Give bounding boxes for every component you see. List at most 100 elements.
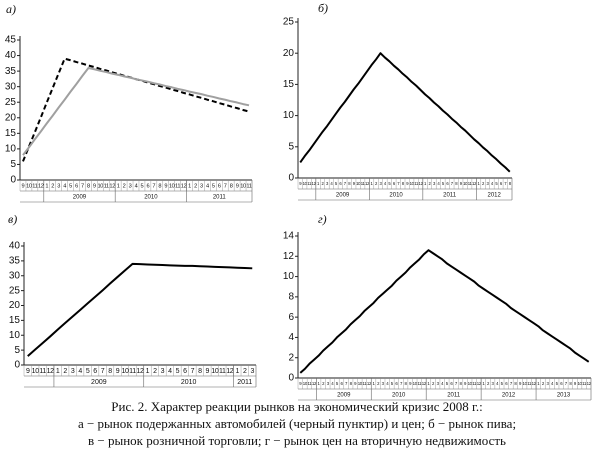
- x-tick-label: 11: [175, 184, 180, 190]
- x-tick-label: 8: [405, 381, 408, 386]
- x-tick-label: 9: [353, 181, 356, 186]
- x-tick-label: 3: [327, 381, 330, 386]
- year-label: 2009: [91, 379, 107, 386]
- x-tick-label: 1: [482, 381, 485, 386]
- x-tick-label: 1: [117, 184, 120, 190]
- x-tick-label: 3: [129, 184, 132, 190]
- x-tick-label: 8: [198, 368, 202, 375]
- x-tick-label: 1: [478, 181, 481, 186]
- x-tick-label: 9: [460, 181, 463, 186]
- x-tick-label: 4: [384, 181, 387, 186]
- x-tick-label: 5: [556, 381, 559, 386]
- x-tick-label: 8: [455, 181, 458, 186]
- y-tick-label: 35: [9, 256, 21, 267]
- y-tick-label: 30: [9, 270, 21, 281]
- y-tick-label: 35: [5, 66, 17, 77]
- y-tick-label: 40: [5, 50, 17, 61]
- x-tick-label: 4: [496, 381, 499, 386]
- x-tick-label: 4: [437, 181, 440, 186]
- caption-line: а − рынок подержанных автомобилей (черны…: [78, 416, 516, 431]
- x-tick-label: 6: [146, 184, 149, 190]
- year-label: 2009: [336, 193, 350, 199]
- x-tick-label: 11: [468, 181, 473, 186]
- x-tick-label: 3: [200, 184, 203, 190]
- y-tick-label: 6: [288, 312, 294, 323]
- x-tick-label: 1: [424, 181, 427, 186]
- x-tick-label: 10: [121, 368, 129, 375]
- x-tick-label: 1: [371, 181, 374, 186]
- x-tick-label: 12: [367, 381, 372, 386]
- x-tick-label: 6: [183, 368, 187, 375]
- x-tick-label: 7: [344, 181, 347, 186]
- y-tick-label: 0: [10, 175, 16, 186]
- x-tick-label: 8: [350, 381, 353, 386]
- x-tick-label: 12: [226, 368, 234, 375]
- x-tick-label: 11: [219, 368, 226, 375]
- x-tick-label: 9: [26, 368, 30, 375]
- x-tick-label: 7: [510, 381, 513, 386]
- x-tick-label: 6: [218, 184, 221, 190]
- y-tick-label: 10: [283, 110, 295, 121]
- x-tick-label: 2: [123, 184, 126, 190]
- year-label: 2010: [389, 193, 403, 199]
- x-tick-label: 5: [501, 381, 504, 386]
- year-label: 2009: [337, 393, 351, 399]
- x-tick-label: 12: [109, 184, 115, 190]
- x-tick-label: 3: [161, 368, 165, 375]
- x-tick-label: 8: [108, 368, 112, 375]
- y-tick-label: 25: [283, 17, 295, 28]
- y-tick-label: 2: [288, 352, 294, 363]
- x-tick-label: 3: [57, 184, 60, 190]
- year-label: 2011: [443, 193, 457, 199]
- x-tick-label: 10: [240, 184, 246, 190]
- x-tick-label: 7: [345, 381, 348, 386]
- x-tick-label: 12: [312, 381, 317, 386]
- x-tick-label: 8: [230, 184, 233, 190]
- caption-line: в − рынок розничной торговли; г − рынок …: [88, 433, 506, 448]
- x-tick-label: 11: [246, 184, 251, 190]
- x-tick-label: 10: [463, 181, 468, 186]
- x-tick-label: 3: [433, 181, 436, 186]
- x-tick-label: 10: [211, 368, 219, 375]
- x-tick-label: 1: [318, 381, 321, 386]
- x-tick-label: 1: [45, 184, 48, 190]
- x-tick-label: 3: [250, 368, 254, 375]
- y-tick-label: 0: [14, 360, 20, 371]
- x-tick-label: 1: [188, 184, 191, 190]
- x-tick-label: 9: [519, 381, 522, 386]
- x-tick-label: 6: [93, 368, 97, 375]
- x-tick-label: 5: [391, 381, 394, 386]
- x-tick-label: 6: [340, 381, 343, 386]
- x-tick-label: 11: [527, 381, 532, 386]
- x-tick-label: 4: [491, 181, 494, 186]
- x-tick-label: 10: [358, 381, 363, 386]
- x-tick-label: 6: [560, 381, 563, 386]
- x-tick-label: 3: [326, 181, 329, 186]
- x-tick-label: 6: [500, 181, 503, 186]
- x-tick-label: 4: [135, 184, 138, 190]
- x-tick-label: 4: [551, 381, 554, 386]
- y-tick-label: 15: [283, 79, 295, 90]
- x-tick-label: 11: [472, 381, 477, 386]
- x-tick-label: 10: [97, 184, 103, 190]
- x-tick-label: 8: [158, 184, 161, 190]
- x-tick-label: 1: [56, 368, 60, 375]
- x-tick-label: 9: [464, 381, 467, 386]
- data-line: [299, 249, 590, 374]
- year-label: 2009: [73, 195, 87, 201]
- x-tick-label: 7: [397, 181, 400, 186]
- y-tick-label: 20: [283, 48, 295, 59]
- x-tick-label: 9: [299, 381, 302, 386]
- x-tick-label: 3: [382, 381, 385, 386]
- data-line: [22, 67, 250, 156]
- year-label: 2011: [447, 393, 461, 399]
- y-tick-label: 0: [288, 373, 294, 384]
- x-tick-label: 11: [32, 184, 37, 190]
- x-tick-label: 6: [75, 184, 78, 190]
- x-tick-label: 10: [32, 368, 40, 375]
- x-tick-label: 4: [331, 381, 334, 386]
- x-tick-label: 6: [505, 381, 508, 386]
- x-tick-label: 6: [393, 181, 396, 186]
- x-tick-label: 5: [176, 368, 180, 375]
- y-tick-label: 40: [9, 241, 21, 252]
